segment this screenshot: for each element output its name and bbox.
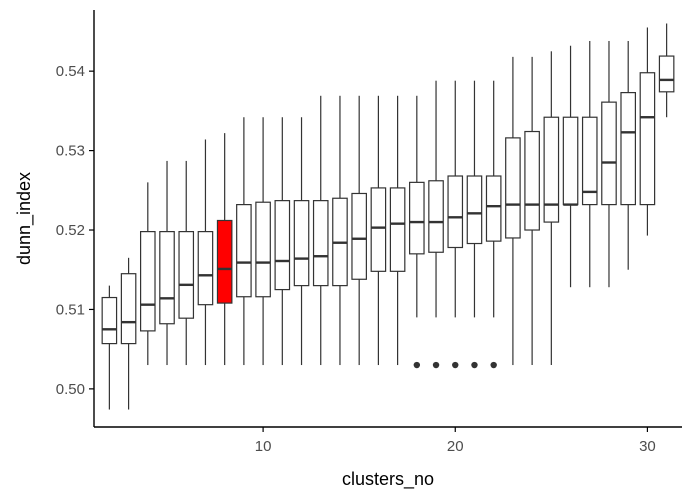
box-iqr [216,219,233,304]
box-cluster-28 [601,40,617,288]
x-axis-title: clusters_no [342,469,434,490]
box-iqr [139,231,156,332]
y-tick-label: 0.52 [56,222,85,239]
box-iqr [236,204,252,298]
outlier-point-4 [490,361,497,369]
box-iqr [370,187,387,272]
box-cluster-8 [216,133,233,366]
box-iqr [447,175,464,249]
box-cluster-30 [639,27,656,236]
box-iqr [178,231,195,319]
box-cluster-23 [505,56,521,366]
box-cluster-16 [370,95,387,366]
box-iqr [581,116,598,206]
plot-marks [101,23,675,410]
box-iqr [428,180,444,253]
axes [93,10,682,428]
box-cluster-21 [466,80,483,318]
box-cluster-2 [101,285,118,410]
box-cluster-14 [332,95,348,366]
box-cluster-10 [255,117,271,366]
box-iqr [255,201,271,298]
outlier-point-3 [471,361,478,369]
box-cluster-24 [524,56,540,366]
box-cluster-27 [581,40,598,288]
y-axis-title: dunn_index [14,172,35,265]
box-iqr [562,116,579,206]
box-iqr [159,231,175,325]
box-cluster-6 [178,160,195,366]
box-iqr [543,116,560,223]
box-iqr [197,231,214,306]
box-iqr [120,273,137,345]
y-tick-label: 0.51 [56,301,85,318]
box-iqr [389,187,406,272]
box-cluster-12 [293,117,310,366]
box-cluster-19 [428,80,444,318]
box-iqr [274,200,291,291]
box-cluster-13 [312,95,329,366]
box-iqr [601,101,617,206]
box-cluster-25 [543,51,560,366]
box-iqr [620,92,637,206]
box-iqr [639,72,656,206]
x-tick-label: 30 [639,438,656,455]
box-cluster-18 [409,95,425,318]
tick-marks: 0.50 0.51 0.52 0.53 0.54 10 20 30 [56,63,656,455]
outlier-point-0 [413,361,421,369]
box-iqr [293,200,310,287]
box-cluster-11 [274,117,291,366]
box-cluster-4 [139,182,156,366]
x-tick-label: 20 [447,438,464,455]
box-cluster-29 [620,40,637,270]
box-cluster-22 [485,80,502,318]
box-cluster-9 [236,117,252,366]
box-iqr [466,175,483,245]
box-iqr [351,192,367,280]
box-iqr [409,181,425,255]
outlier-point-1 [432,361,440,369]
box-cluster-20 [447,80,464,318]
y-tick-label: 0.50 [56,381,85,398]
box-iqr [485,175,502,242]
box-iqr [505,137,521,239]
y-tick-label: 0.53 [56,143,85,160]
box-cluster-5 [159,160,175,366]
box-cluster-31 [658,23,675,118]
box-iqr [524,130,540,231]
box-cluster-3 [120,257,137,410]
box-iqr [101,296,118,345]
box-cluster-17 [389,95,406,366]
box-iqr [312,200,329,287]
outlier-point-2 [452,361,459,369]
y-tick-label: 0.54 [56,63,85,80]
box-cluster-26 [562,45,579,288]
x-tick-label: 10 [255,438,272,455]
box-iqr [658,55,675,93]
box-cluster-15 [351,95,367,366]
box-cluster-7 [197,139,214,366]
